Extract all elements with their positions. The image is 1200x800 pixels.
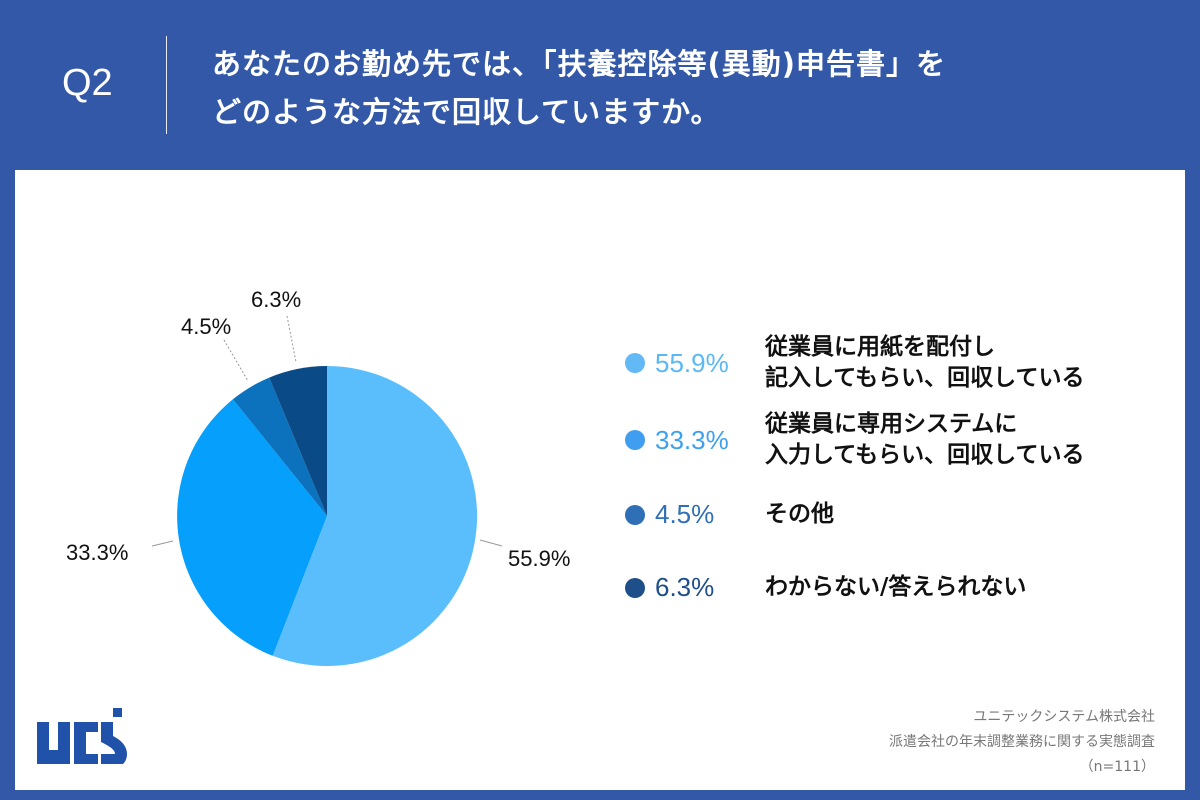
- pie-slice-unknown: [269, 366, 327, 516]
- legend-label-line1: わからない/答えられない: [765, 574, 1027, 600]
- title-line-2: どのような方法で回収していますか。: [212, 95, 721, 129]
- leader-line-other: [223, 339, 249, 382]
- leader-line-paper: [479, 539, 503, 547]
- legend-pct: 33.3%: [655, 424, 729, 455]
- source-company: ユニテックシステム株式会社: [973, 709, 1155, 725]
- leader-line-system: [151, 540, 174, 547]
- legend-label: 従業員に専用システムに 入力してもらい、回収している: [765, 409, 1084, 471]
- question-title: あなたのお勤め先では、「扶養控除等(異動)申告書」を どのような方法で回収してい…: [212, 40, 946, 136]
- source-note: ユニテックシステム株式会社 派遣会社の年末調整業務に関する実態調査 （n=111…: [889, 705, 1155, 780]
- legend-label-line2: 記入してもらい、回収している: [765, 365, 1085, 391]
- pie-label-other: 4.5%: [181, 314, 232, 339]
- header: Q2 あなたのお勤め先では、「扶養控除等(異動)申告書」を どのような方法で回収…: [0, 0, 1200, 170]
- pie-slice-paper: [272, 366, 478, 666]
- legend-label: その他: [765, 499, 834, 530]
- pie-label-paper: 55.9%: [508, 546, 571, 571]
- legend-item-paper: 55.9% 従業員に用紙を配付し 記入してもらい、回収している: [625, 332, 1165, 394]
- pie-label-system: 33.3%: [66, 540, 129, 565]
- legend-dot-icon: [625, 577, 645, 598]
- header-divider: [166, 36, 167, 134]
- pie-slice-system: [177, 399, 327, 656]
- pie-slice-other: [232, 377, 327, 516]
- question-number: Q2: [62, 62, 113, 104]
- legend-item-other: 4.5% その他: [625, 499, 1165, 530]
- legend-pct: 6.3%: [655, 572, 715, 602]
- leader-line-unknown: [286, 315, 297, 363]
- legend-item-unknown: 6.3% わからない/答えられない: [625, 572, 1165, 603]
- source-survey: 派遣会社の年末調整業務に関する実態調査: [889, 734, 1155, 750]
- legend-dot-icon: [625, 353, 645, 373]
- legend-label-line1: その他: [765, 501, 834, 527]
- legend-pct: 4.5%: [655, 499, 715, 529]
- source-sample-size: （n=111）: [1079, 759, 1155, 775]
- title-line-1: あなたのお勤め先では、「扶養控除等(異動)申告書」を: [212, 47, 947, 81]
- legend-label: 従業員に用紙を配付し 記入してもらい、回収している: [765, 332, 1084, 394]
- legend-label-line2: 入力してもらい、回収している: [765, 442, 1085, 468]
- legend-dot-icon: [625, 504, 645, 525]
- pie-label-unknown: 6.3%: [251, 287, 302, 312]
- legend-pct: 55.9%: [655, 347, 729, 378]
- legend-dot-icon: [625, 430, 645, 450]
- legend-label-line1: 従業員に専用システムに: [765, 411, 1018, 437]
- legend-item-system: 33.3% 従業員に専用システムに 入力してもらい、回収している: [625, 409, 1165, 471]
- legend-label-line1: 従業員に用紙を配付し: [765, 334, 995, 360]
- legend-label: わからない/答えられない: [765, 572, 1026, 603]
- ucs-logo-icon: [37, 708, 127, 764]
